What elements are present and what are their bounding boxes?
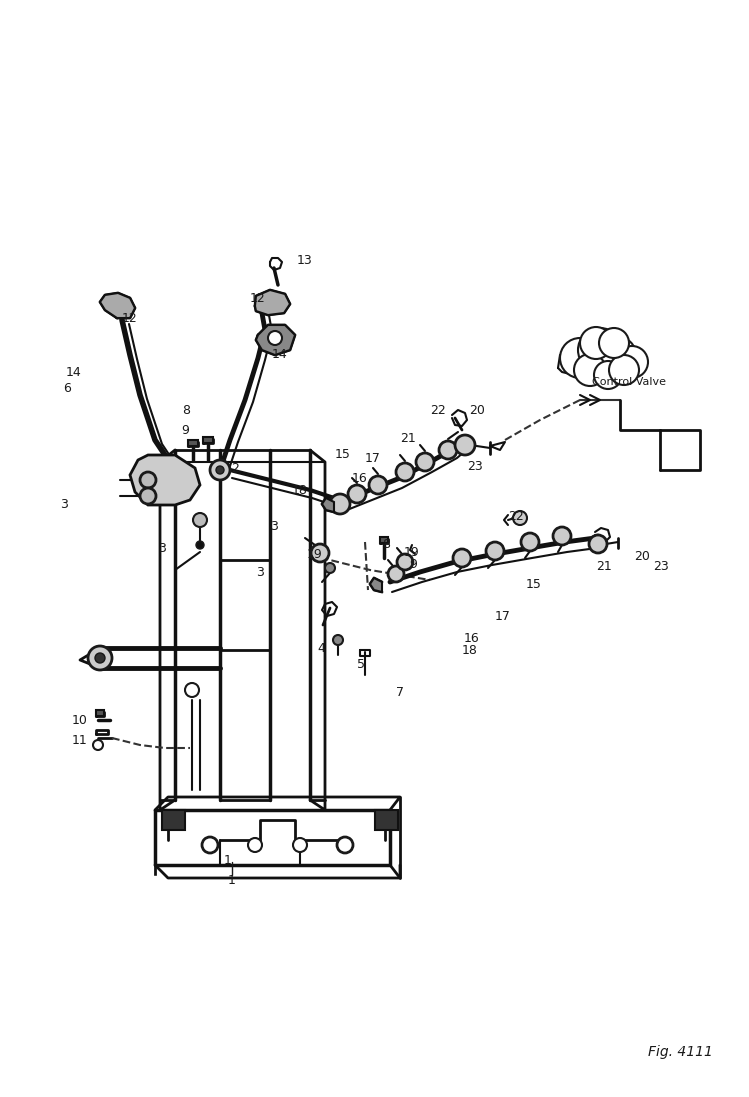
Circle shape: [453, 548, 471, 567]
Text: 20: 20: [469, 405, 485, 418]
Text: 21: 21: [596, 561, 612, 574]
Circle shape: [369, 476, 387, 494]
Circle shape: [196, 541, 204, 548]
Circle shape: [580, 327, 612, 359]
Text: 14: 14: [272, 349, 288, 362]
Polygon shape: [188, 440, 198, 446]
Circle shape: [337, 837, 353, 853]
Circle shape: [599, 328, 629, 358]
Polygon shape: [162, 810, 185, 830]
Circle shape: [616, 346, 648, 378]
Circle shape: [348, 485, 366, 504]
Circle shape: [95, 653, 105, 663]
Circle shape: [202, 837, 218, 853]
Polygon shape: [380, 538, 388, 543]
Text: 8: 8: [182, 404, 190, 417]
Circle shape: [216, 466, 224, 474]
Circle shape: [333, 635, 343, 645]
Text: 21: 21: [400, 431, 416, 444]
Text: 23: 23: [467, 460, 483, 473]
Text: 2: 2: [231, 462, 239, 475]
Polygon shape: [100, 293, 135, 318]
Text: 16: 16: [352, 472, 368, 485]
Polygon shape: [322, 498, 334, 512]
Circle shape: [439, 441, 457, 459]
Circle shape: [140, 488, 156, 504]
Text: 22: 22: [508, 510, 524, 523]
Text: 12: 12: [122, 312, 138, 325]
Polygon shape: [370, 578, 382, 592]
Text: Control Valve: Control Valve: [592, 377, 666, 387]
Circle shape: [388, 566, 404, 583]
Text: 4: 4: [317, 642, 325, 655]
Text: 20: 20: [634, 551, 650, 564]
Text: 23: 23: [653, 559, 669, 573]
Text: Fig. 4111: Fig. 4111: [648, 1045, 713, 1059]
Circle shape: [88, 646, 112, 670]
Text: 15: 15: [526, 578, 542, 591]
Circle shape: [589, 535, 607, 553]
Text: 11: 11: [72, 734, 88, 746]
Text: 15: 15: [335, 449, 351, 462]
Text: 12: 12: [250, 292, 266, 305]
Text: 3: 3: [256, 565, 264, 578]
Text: 3: 3: [158, 542, 166, 554]
Circle shape: [600, 337, 636, 373]
Circle shape: [185, 683, 199, 697]
Text: 3: 3: [270, 520, 278, 533]
Text: 19: 19: [404, 546, 420, 559]
Circle shape: [574, 354, 606, 386]
Circle shape: [553, 527, 571, 545]
Text: 22: 22: [430, 405, 446, 418]
Text: 9: 9: [409, 558, 417, 572]
Text: 10: 10: [72, 713, 88, 726]
Circle shape: [93, 740, 103, 750]
Circle shape: [578, 328, 622, 372]
Circle shape: [594, 361, 622, 389]
Text: 7: 7: [396, 686, 404, 699]
Circle shape: [609, 355, 639, 385]
Polygon shape: [375, 810, 398, 830]
Text: 19: 19: [307, 548, 323, 562]
Circle shape: [140, 472, 156, 488]
Circle shape: [325, 563, 335, 573]
Circle shape: [416, 453, 434, 471]
Circle shape: [330, 494, 350, 514]
Circle shape: [193, 513, 207, 527]
Circle shape: [210, 460, 230, 480]
Text: 5: 5: [357, 658, 365, 671]
Text: 17: 17: [365, 452, 381, 464]
Text: 16: 16: [464, 632, 480, 645]
Circle shape: [521, 533, 539, 551]
Circle shape: [486, 542, 504, 559]
Polygon shape: [130, 455, 200, 505]
Text: 13: 13: [297, 253, 313, 267]
Polygon shape: [203, 437, 213, 443]
Circle shape: [293, 838, 307, 852]
Circle shape: [311, 544, 329, 562]
Circle shape: [396, 463, 414, 480]
Circle shape: [513, 511, 527, 525]
Polygon shape: [255, 290, 290, 315]
Text: 6: 6: [63, 382, 71, 395]
Text: 9: 9: [181, 423, 189, 437]
Text: 18: 18: [292, 484, 308, 497]
Circle shape: [560, 338, 600, 378]
Polygon shape: [96, 710, 104, 716]
Circle shape: [455, 436, 475, 455]
Text: 3: 3: [60, 498, 68, 511]
Circle shape: [268, 331, 282, 344]
Text: 1: 1: [224, 853, 232, 867]
Polygon shape: [256, 325, 295, 355]
Text: 1: 1: [228, 873, 236, 886]
Text: 17: 17: [495, 610, 511, 622]
Text: 18: 18: [462, 644, 478, 656]
Text: 14: 14: [66, 366, 82, 380]
Circle shape: [397, 554, 413, 570]
Text: 8: 8: [382, 538, 390, 551]
Circle shape: [248, 838, 262, 852]
